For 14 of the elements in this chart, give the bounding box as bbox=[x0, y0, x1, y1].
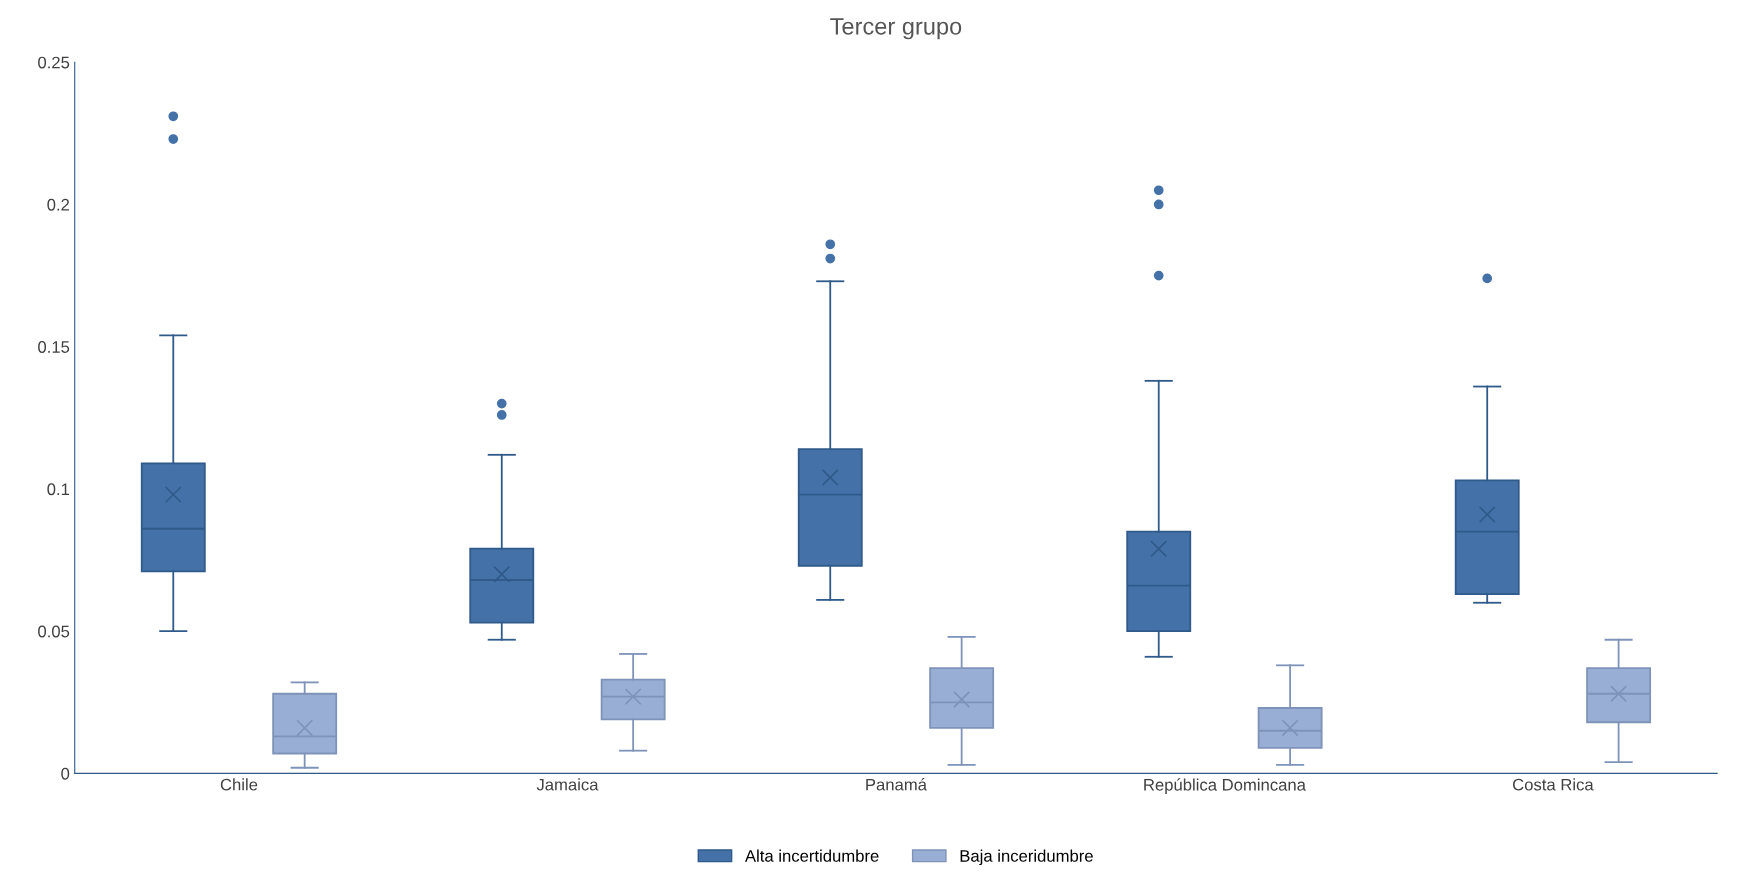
legend-label: Baja inceridumbre bbox=[960, 849, 1093, 866]
y-tick-label: 0 bbox=[61, 767, 70, 780]
x-tick-label: Chile bbox=[220, 778, 258, 791]
y-tick-label: 0.2 bbox=[47, 198, 70, 211]
legend-label: Alta incertidumbre bbox=[744, 849, 879, 862]
x-tick-label: República Domincana bbox=[1144, 778, 1306, 795]
y-tick-label: 0.15 bbox=[38, 341, 70, 353]
y-tick-label: 0.1 bbox=[47, 483, 70, 496]
x-tick-label: Costa Rica bbox=[1513, 778, 1594, 791]
x-tick-label: Jamaica bbox=[536, 778, 599, 791]
y-tick-label: 0.05 bbox=[38, 625, 70, 638]
y-tick-label: 0.25 bbox=[38, 56, 70, 69]
x-tick-label: Panamá bbox=[866, 778, 927, 791]
chart-title: Tercer grupo bbox=[830, 18, 962, 40]
